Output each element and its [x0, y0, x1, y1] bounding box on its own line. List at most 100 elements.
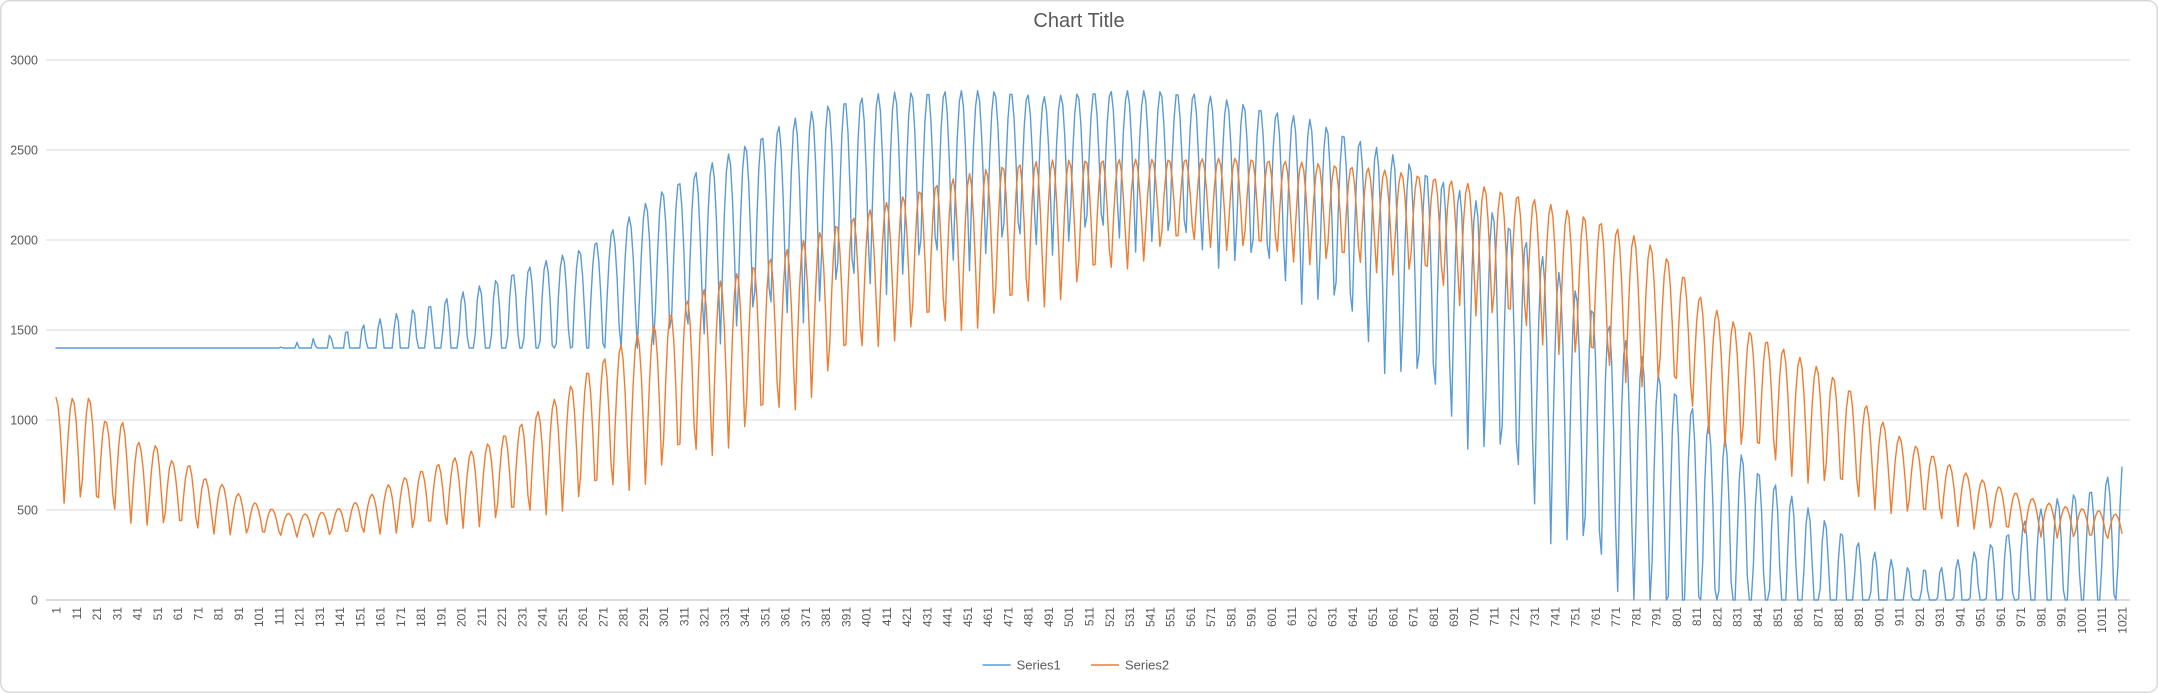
- x-axis-tick-label: 541: [1143, 607, 1157, 627]
- x-axis-tick-label: 11: [70, 607, 84, 620]
- x-axis-tick-label: 911: [1893, 607, 1907, 626]
- x-axis-tick-label: 451: [961, 607, 975, 627]
- x-axis-tick-label: 851: [1771, 607, 1785, 627]
- x-axis-tick-label: 101: [252, 607, 266, 627]
- x-axis-tick-label: 111: [272, 607, 286, 626]
- x-axis-tick-label: 311: [677, 607, 691, 626]
- x-axis-tick-label: 581: [1224, 607, 1238, 627]
- x-axis-tick-label: 821: [1710, 607, 1724, 627]
- x-axis-tick-label: 811: [1690, 607, 1704, 626]
- x-axis-tick-label: 861: [1791, 607, 1805, 627]
- x-axis-tick-label: 21: [90, 607, 104, 621]
- x-axis-tick-label: 41: [131, 607, 145, 621]
- x-axis-tick-label: 601: [1265, 607, 1279, 627]
- x-axis-tick-label: 991: [2055, 607, 2069, 627]
- x-axis-tick-label: 681: [1427, 607, 1441, 627]
- legend-label: Series2: [1125, 658, 1169, 673]
- x-axis-tick-label: 211: [475, 607, 489, 626]
- x-axis-tick-label: 981: [2034, 607, 2048, 627]
- x-axis-tick-label: 481: [1022, 607, 1036, 627]
- x-axis-tick-label: 231: [515, 607, 529, 627]
- y-axis-tick-label: 2500: [10, 144, 38, 158]
- x-axis-tick-label: 571: [1204, 607, 1218, 627]
- x-axis-tick-label: 941: [1953, 607, 1967, 627]
- x-axis-tick-label: 461: [981, 607, 995, 627]
- x-axis-tick-label: 801: [1670, 607, 1684, 627]
- x-axis-tick-label: 531: [1123, 607, 1137, 627]
- x-axis-tick-label: 31: [110, 607, 124, 621]
- x-axis-tick-label: 831: [1731, 607, 1745, 627]
- x-axis-tick-label: 291: [637, 607, 651, 627]
- x-axis-tick-label: 731: [1528, 607, 1542, 627]
- series1-line[interactable]: [55, 90, 2123, 601]
- x-axis-tick-label: 341: [738, 607, 752, 627]
- x-axis-tick-label: 741: [1548, 607, 1562, 627]
- x-axis-tick-label: 131: [313, 607, 327, 627]
- x-axis-tick-label: 641: [1346, 607, 1360, 627]
- legend-label: Series1: [1017, 658, 1061, 673]
- x-axis-tick-label: 491: [1042, 607, 1056, 627]
- x-axis-tick-label: 191: [434, 607, 448, 627]
- x-axis-tick-label: 631: [1326, 607, 1340, 627]
- y-axis-tick-label: 2000: [10, 234, 38, 248]
- y-axis-tick-label: 3000: [10, 54, 38, 68]
- x-axis-tick-label: 401: [860, 607, 874, 627]
- chart-title[interactable]: Chart Title: [1033, 10, 1124, 32]
- x-axis-tick-label: 711: [1488, 607, 1502, 626]
- x-axis-tick-label: 871: [1812, 607, 1826, 627]
- x-axis-tick-label: 751: [1569, 607, 1583, 627]
- x-axis-tick-label: 901: [1872, 607, 1886, 627]
- x-axis-tick-label: 181: [414, 607, 428, 627]
- x-axis-tick-label: 841: [1751, 607, 1765, 627]
- x-axis-tick-label: 921: [1913, 607, 1927, 627]
- x-axis-tick-label: 251: [556, 607, 570, 627]
- y-axis-tick-label: 500: [17, 504, 38, 518]
- x-axis-tick-label: 391: [839, 607, 853, 627]
- x-axis-labels: 1 11 21 31 41 51 61 71 81 91 101 111 121 131 141 151 161…: [50, 607, 2130, 634]
- x-axis-tick-label: 141: [333, 607, 347, 627]
- x-axis-tick-label: 421: [900, 607, 914, 627]
- x-axis-tick-label: 621: [1305, 607, 1319, 627]
- x-axis-tick-label: 611: [1285, 607, 1299, 626]
- x-axis-tick-label: 371: [799, 607, 813, 627]
- x-axis-tick-label: 61: [171, 607, 185, 621]
- legend-item-series2[interactable]: Series2: [1091, 658, 1169, 673]
- x-axis-tick-label: 71: [191, 607, 205, 621]
- x-axis-tick-label: 931: [1933, 607, 1947, 627]
- x-axis-tick-label: 151: [353, 607, 367, 627]
- x-axis-tick-label: 691: [1447, 607, 1461, 627]
- x-axis-tick-label: 281: [617, 607, 631, 627]
- x-axis-tick-label: 891: [1852, 607, 1866, 627]
- y-axis-tick-label: 0: [31, 594, 38, 608]
- series2-line[interactable]: [55, 157, 2123, 540]
- x-axis-tick-label: 91: [232, 607, 246, 621]
- y-axis-tick-label: 1500: [10, 324, 38, 338]
- x-axis-tick-label: 521: [1103, 607, 1117, 627]
- x-axis-tick-label: 471: [1001, 607, 1015, 627]
- legend-item-series1[interactable]: Series1: [982, 658, 1061, 673]
- x-axis-tick-label: 411: [880, 607, 894, 626]
- y-axis-tick-label: 1000: [10, 414, 38, 428]
- x-axis-tick-label: 1011: [2095, 607, 2109, 633]
- x-axis-tick-label: 271: [596, 607, 610, 627]
- x-axis-tick-label: 301: [657, 607, 671, 627]
- x-axis-tick-label: 441: [941, 607, 955, 627]
- x-axis-tick-label: 351: [758, 607, 772, 627]
- x-axis-tick-label: 551: [1164, 607, 1178, 627]
- x-axis-tick-label: 241: [536, 607, 550, 627]
- x-axis-tick-label: 591: [1245, 607, 1259, 627]
- x-axis-tick-label: 261: [576, 607, 590, 627]
- x-axis-tick-label: 161: [374, 607, 388, 627]
- x-axis-tick-label: 661: [1386, 607, 1400, 627]
- x-axis-tick-label: 781: [1629, 607, 1643, 627]
- x-axis-tick-label: 511: [1083, 607, 1097, 626]
- x-axis-tick-label: 761: [1589, 607, 1603, 627]
- x-axis-tick-label: 701: [1467, 607, 1481, 627]
- x-axis-tick-label: 881: [1832, 607, 1846, 627]
- x-axis-tick-label: 361: [779, 607, 793, 627]
- x-axis-tick-label: 171: [394, 607, 408, 627]
- x-axis-tick-label: 971: [2014, 607, 2028, 627]
